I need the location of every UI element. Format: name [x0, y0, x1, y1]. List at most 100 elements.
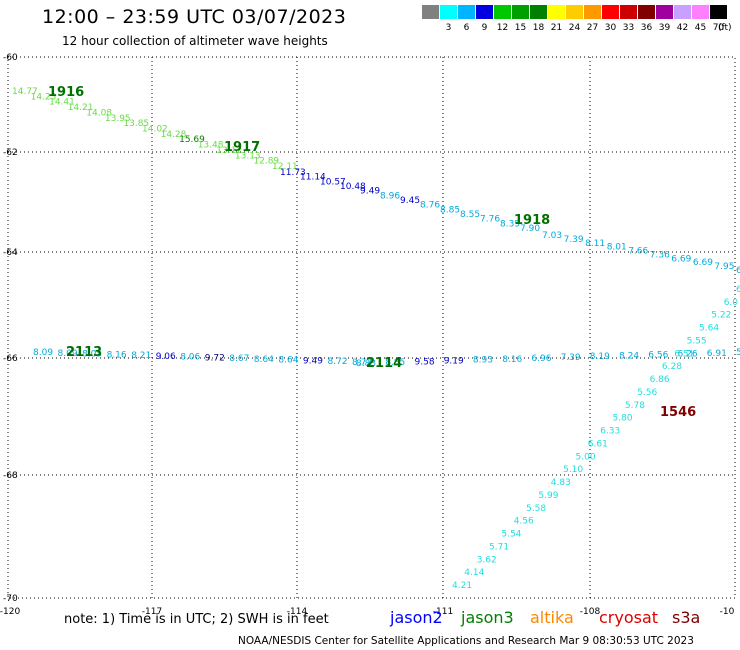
colorbar-label: 30 [604, 23, 617, 33]
map-subtitle: 12 hour collection of altimeter wave hei… [62, 34, 328, 48]
colorbar-swatch [638, 5, 655, 19]
wave-height-label: 8.55 [460, 210, 480, 220]
colorbar-label: 42 [676, 23, 689, 33]
colorbar-swatch [440, 5, 457, 19]
wave-height-label: 10.48 [340, 182, 366, 192]
wave-height-label: 6.69 [671, 254, 691, 264]
wave-height-label: 8.19 [590, 352, 610, 362]
track-time-label: 1916 [48, 85, 84, 100]
wave-height-label: 5.10 [563, 465, 583, 475]
wave-height-label: 7.95 [714, 262, 734, 272]
colorbar-swatch [620, 5, 637, 19]
lon-label: -10 [720, 607, 735, 617]
wave-height-label: 8.09 [33, 348, 53, 358]
lon-label: -120 [0, 607, 20, 617]
wave-height-label: 5.00 [576, 452, 596, 462]
colorbar-swatch [494, 5, 511, 19]
wave-height-label: 6.91 [707, 349, 727, 359]
wave-height-label: 6.61 [588, 439, 608, 449]
wave-height-label: 8.01 [607, 243, 627, 253]
wave-height-label: 6 [736, 285, 740, 295]
credit-line: NOAA/NESDIS Center for Satellite Applica… [238, 635, 694, 647]
colorbar-swatch [692, 5, 709, 19]
wave-height-label: 5.71 [489, 542, 509, 552]
colorbar-label: 70 [712, 23, 725, 33]
colorbar-label: 18 [532, 23, 545, 33]
wave-height-label: 5.78 [625, 401, 645, 411]
wave-height-label: 8.83 [356, 359, 376, 369]
wave-height-label: 6.9 [736, 266, 740, 276]
colorbar-swatch [422, 5, 439, 19]
wave-height-label: 4.56 [514, 517, 534, 527]
wave-height-label: 11.73 [280, 168, 306, 178]
colorbar-swatch [476, 5, 493, 19]
wave-height-label: 8.16 [107, 350, 127, 360]
wave-height-label: 6.28 [662, 362, 682, 372]
wave-height-label: 13.95 [105, 114, 131, 124]
wave-height-label: 8.85 [440, 205, 460, 215]
graticule [7, 56, 736, 599]
wave-height-label: 12.11 [272, 162, 298, 172]
satellite-s3a: s3a [672, 608, 701, 627]
wave-height-label: 13.12 [216, 146, 242, 156]
wave-height-label: 6.96 [531, 354, 551, 364]
satellite-altika: altika [530, 608, 574, 627]
altimeter-tracks: 14.7714.2514.4114.2114.0813.9513.8514.02… [12, 85, 740, 591]
track-1546: 4.21 4.14 3.62 5.71 5.54 4.56 5.58 5.99 4.83 5.10… [452, 285, 740, 591]
wave-height-label: 6.69 [693, 258, 713, 268]
colorbar-label: 39 [658, 23, 671, 33]
wave-height-label: 7.90 [520, 224, 540, 234]
track-time-label: 1917 [224, 140, 260, 155]
wave-height-label: 8.21 [131, 351, 151, 361]
colorbar-swatch [656, 5, 673, 19]
wave-height-label: 5.99 [538, 491, 558, 501]
wave-height-label: 8.35 [500, 219, 520, 229]
wave-height-label: 4.21 [452, 581, 472, 591]
wave-height-label: 7.03 [542, 231, 562, 241]
satellite-cryosat: cryosat [599, 608, 659, 627]
wave-height-label: 15.69 [179, 135, 205, 145]
wave-height-label: 14.41 [49, 98, 75, 108]
wave-height-label: 13.85 [123, 119, 149, 129]
wave-height-label: 8.64 [278, 356, 298, 366]
wave-height-label: 5.54 [501, 530, 521, 540]
wave-height-label: 8.72 [328, 357, 348, 367]
track-time-label: 2114 [366, 356, 402, 371]
colorbar-label: 15 [514, 23, 527, 33]
track-1918: 7.037.398.118.017.667.366.696.697.956.91… [514, 213, 740, 276]
colorbar-swatch [530, 5, 547, 19]
wave-height-label: 8.24 [619, 351, 639, 361]
wave-height-label: 14.77 [12, 87, 38, 97]
lon-label: -108 [580, 607, 601, 617]
colorbar-label: 6 [463, 23, 470, 33]
wave-height-label: 14.21 [68, 103, 94, 113]
lat-label: -68 [3, 471, 18, 481]
wave-height-label: 13.48 [198, 141, 224, 151]
lat-label: -62 [3, 148, 18, 158]
track-time-label: 1918 [514, 213, 550, 228]
wave-height-label: 14.28 [161, 130, 187, 140]
colorbar-label: 45 [694, 23, 707, 33]
wave-height-label: 3.62 [477, 555, 497, 565]
colorbar-swatch [458, 5, 475, 19]
wave-height-label: 5.58 [526, 504, 546, 514]
wave-height-label: 8.96 [380, 191, 400, 201]
colorbar-label: 27 [586, 23, 599, 33]
wave-height-label: 5.64 [699, 324, 719, 334]
colorbar-swatch [566, 5, 583, 19]
colorbar-swatch [584, 5, 601, 19]
wave-height-label: 8.64 [254, 355, 274, 365]
units-note: note: 1) Time is in UTC; 2) SWH is in fe… [64, 612, 329, 627]
track-1916: 14.7714.2514.4114.2114.0813.9513.8514.02… [12, 85, 298, 172]
track-2113: 8.09 8.09 8.05 8.16 8.21 9.06 8.06 9.72 8.67 8.64… [33, 345, 372, 368]
colorbar-label: 21 [550, 23, 563, 33]
wave-height-label: 11.14 [300, 173, 326, 183]
wave-height-label: 6.86 [650, 375, 670, 385]
lat-label: -64 [3, 248, 18, 258]
lon-label: -117 [142, 607, 162, 617]
wave-height-label: 7.76 [480, 215, 500, 225]
wave-height-label: 8.16 [502, 355, 522, 365]
colorbar-swatch [602, 5, 619, 19]
wave-height-label: 9.49 [360, 187, 380, 197]
